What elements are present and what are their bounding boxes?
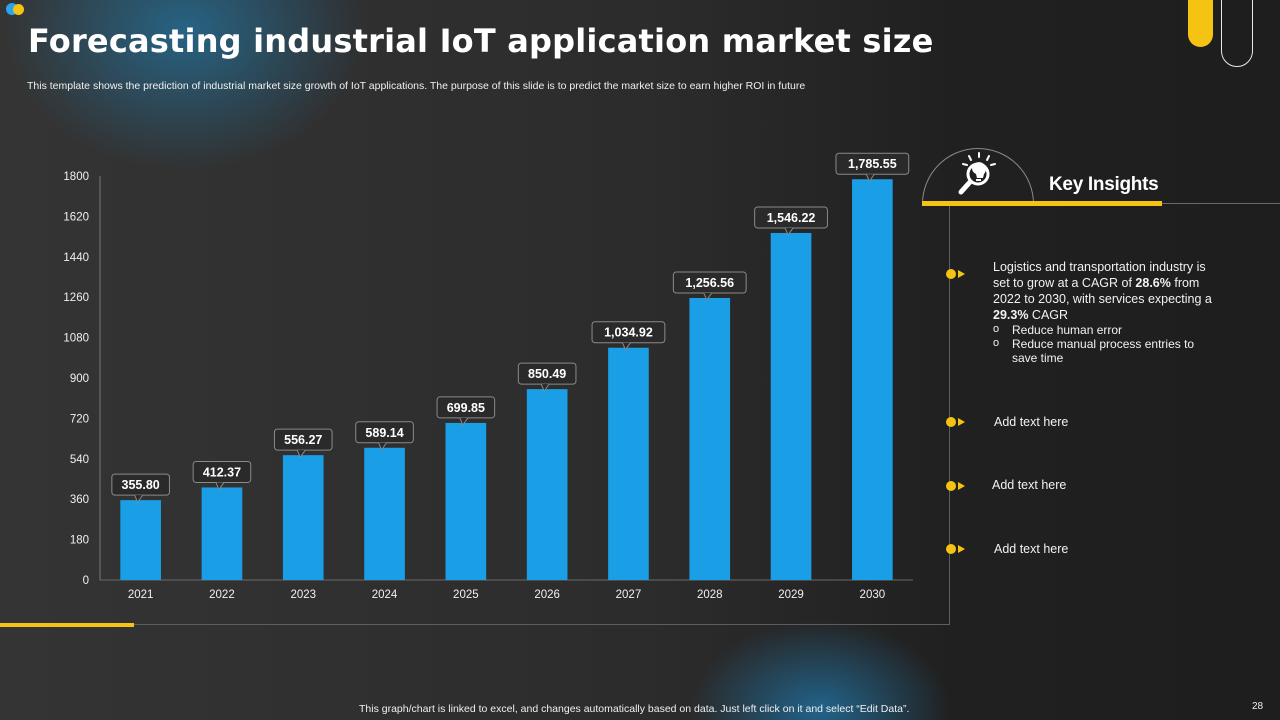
chart-frame-yellow-accent	[0, 623, 134, 627]
insights-yellow-underline	[922, 201, 1162, 206]
data-label-pointer	[540, 383, 550, 393]
x-tick-label: 2029	[778, 589, 804, 601]
bar-2028	[689, 297, 731, 580]
page-number: 28	[1252, 701, 1264, 712]
data-label-pointer	[296, 449, 306, 459]
y-tick-label: 900	[70, 373, 89, 385]
data-label-text: 1,546.22	[767, 211, 816, 225]
data-label-text: 1,785.55	[848, 157, 897, 171]
data-label-text: 699.85	[447, 401, 485, 415]
page-subtitle: This template shows the prediction of in…	[27, 80, 806, 92]
y-tick-label: 720	[70, 413, 89, 425]
data-label-2030: 1,785.55	[835, 152, 910, 183]
data-label-2023: 556.27	[273, 428, 333, 459]
chart-frame-bottom-line	[0, 624, 950, 625]
bar-2029	[770, 232, 812, 580]
data-label-text: 412.37	[203, 465, 241, 479]
logo-yellow-circle	[13, 4, 24, 15]
market-size-bar-chart[interactable]: 0 180 360 540 720 900 1080 1260 1440 1620 1800 2021…	[0, 140, 940, 620]
bar-2025	[445, 422, 487, 580]
bar-2026	[526, 389, 568, 580]
data-label-pointer	[215, 482, 225, 491]
sub-list-item: Reduce manual process entries to save ti…	[993, 336, 1218, 365]
y-tick-label: 180	[70, 535, 89, 547]
data-label-pointer	[621, 342, 631, 351]
data-label-text: 850.49	[528, 367, 566, 381]
x-tick-label: 2026	[534, 589, 560, 601]
data-label-text: 589.14	[365, 426, 403, 440]
y-tick-label: 1620	[63, 211, 89, 223]
decorative-outline-pill	[1221, 0, 1253, 67]
x-tick-label: 2030	[860, 589, 886, 601]
insights-gray-underline	[1162, 203, 1280, 204]
x-tick-label: 2028	[697, 589, 723, 601]
decorative-yellow-pill	[1188, 0, 1213, 47]
bar-2021	[120, 500, 161, 580]
chart-frame-right-line	[949, 205, 950, 625]
lightbulb-magnifier-icon	[958, 152, 996, 195]
y-tick-label: 1800	[63, 171, 89, 183]
insight-item-3: Add text here	[992, 478, 1067, 492]
x-tick-label: 2023	[290, 589, 316, 601]
bar-2030	[852, 179, 893, 580]
x-tick-label: 2025	[453, 589, 479, 601]
sub-list-item: Reduce human error	[993, 322, 1218, 337]
bar-2022	[201, 487, 243, 580]
data-label-2028: 1,256.56	[672, 271, 747, 301]
data-label-pointer	[459, 417, 469, 426]
data-label-2021: 355.80	[111, 473, 170, 504]
data-label-2025: 699.85	[436, 396, 496, 426]
data-label-pointer	[378, 442, 387, 451]
data-label-pointer	[134, 494, 144, 504]
x-tick-label: 2027	[616, 589, 642, 601]
insight-sub-list: Reduce human error Reduce manual process…	[993, 322, 1218, 365]
data-label-pointer	[703, 292, 713, 301]
footer-note: This graph/chart is linked to excel, and…	[359, 703, 910, 715]
data-label-box	[754, 206, 828, 229]
data-label-2029: 1,546.22	[754, 206, 828, 236]
data-label-pointer	[784, 227, 794, 236]
x-tick-label: 2022	[209, 589, 235, 601]
data-label-text: 1,256.56	[685, 276, 734, 290]
data-label-2027: 1,034.92	[591, 321, 666, 351]
bullet-icon	[946, 269, 966, 279]
insight-main-text: Logistics and transportation industry is…	[993, 260, 1212, 322]
x-tick-label: 2024	[372, 589, 398, 601]
data-label-text: 1,034.92	[604, 326, 653, 340]
data-label-2026: 850.49	[517, 362, 577, 393]
key-insights-title: Key Insights	[1049, 174, 1159, 195]
data-label-text: 556.27	[284, 433, 322, 447]
data-label-text: 355.80	[122, 478, 160, 492]
bar-2024	[364, 447, 405, 580]
x-tick-label: 2021	[128, 589, 154, 601]
bar-2023	[282, 455, 324, 580]
page-title: Forecasting industrial IoT application m…	[28, 22, 934, 60]
y-tick-label: 1440	[63, 252, 89, 264]
y-tick-label: 0	[83, 575, 89, 587]
bar-2027	[608, 347, 649, 580]
y-tick-label: 1260	[63, 292, 89, 304]
bullet-icon	[946, 481, 966, 491]
insight-item-2: Add text here	[994, 415, 1069, 429]
cagr-services-value: 29.3%	[993, 308, 1029, 322]
y-tick-label: 360	[70, 494, 89, 506]
bullet-icon	[946, 417, 966, 427]
cagr-logistics-value: 28.6%	[1135, 276, 1171, 290]
data-label-2022: 412.37	[192, 460, 252, 491]
y-tick-label: 540	[70, 454, 89, 466]
bullet-icon	[946, 544, 966, 554]
y-tick-label: 1080	[63, 333, 89, 345]
insight-item-main: Logistics and transportation industry is…	[993, 259, 1218, 365]
brand-logo	[6, 3, 26, 15]
data-label-2024: 589.14	[355, 421, 414, 451]
data-label-pointer	[865, 173, 875, 183]
insight-item-4: Add text here	[994, 542, 1069, 556]
